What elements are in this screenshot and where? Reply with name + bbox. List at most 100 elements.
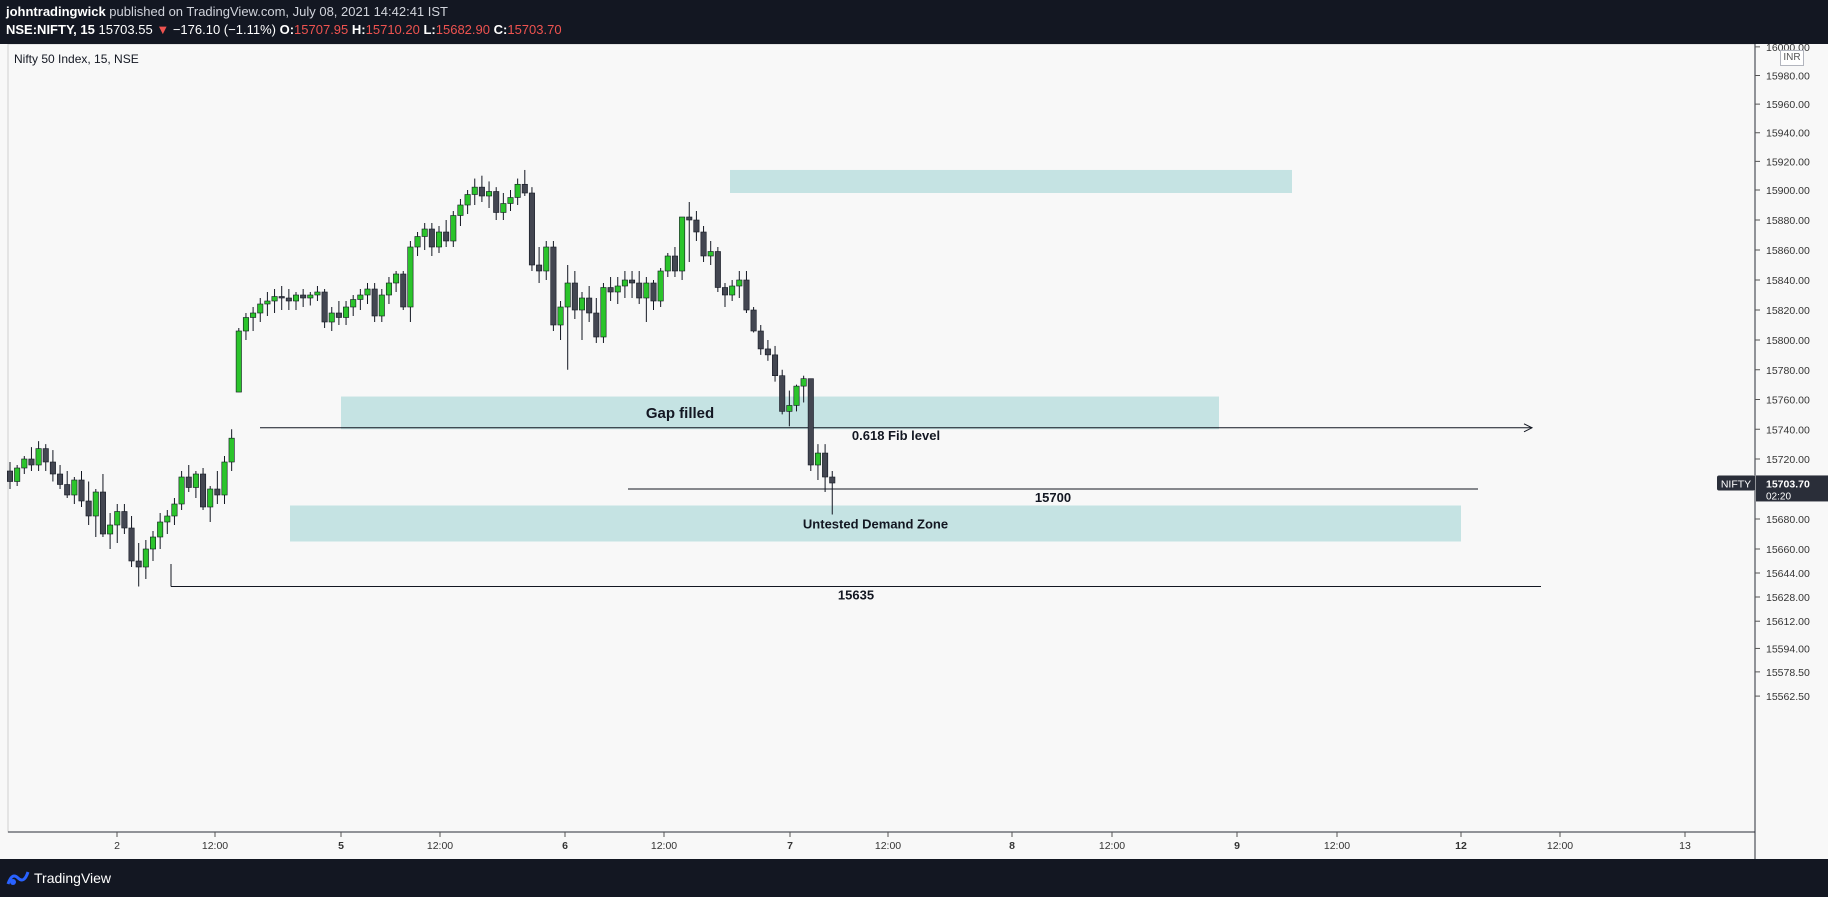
candle[interactable] [214,471,221,504]
candle[interactable] [14,465,21,486]
author-name[interactable]: johntradingwick [6,4,106,19]
candle[interactable] [400,271,407,310]
candle[interactable] [385,277,392,304]
candle[interactable] [142,540,149,579]
candle[interactable] [814,444,821,480]
candle[interactable] [528,187,535,271]
candle[interactable] [99,474,106,537]
candle[interactable] [607,277,614,301]
candle[interactable] [107,513,114,549]
candle[interactable] [335,301,342,325]
candle[interactable] [507,190,514,211]
candle[interactable] [822,444,829,492]
candle[interactable] [650,280,657,310]
candle[interactable] [321,289,328,328]
tradingview-brand[interactable]: TradingView [34,870,112,886]
candle[interactable] [571,271,578,319]
candle[interactable] [271,289,278,313]
tradingview-logo-icon[interactable] [6,868,30,888]
candle[interactable] [829,471,836,515]
candle[interactable] [586,286,593,322]
candle[interactable] [128,516,135,567]
candle[interactable] [621,271,628,298]
candle[interactable] [257,298,264,322]
currency-button[interactable]: INR [1780,50,1804,66]
candle[interactable] [7,462,14,489]
candle[interactable] [78,471,85,507]
candle[interactable] [171,498,178,525]
candle[interactable] [643,277,650,322]
candle[interactable] [471,178,478,205]
candle[interactable] [543,241,550,280]
candle[interactable] [157,513,164,549]
candle[interactable] [328,307,335,331]
candle[interactable] [700,226,707,262]
candle[interactable] [764,340,771,361]
candle[interactable] [264,292,271,316]
candle[interactable] [185,465,192,492]
candle[interactable] [135,543,142,587]
candle[interactable] [729,280,736,301]
candle[interactable] [614,277,621,304]
candle[interactable] [35,441,42,471]
candle[interactable] [357,289,364,310]
candle[interactable] [314,286,321,301]
candle[interactable] [514,178,521,205]
candle[interactable] [28,447,35,471]
candle[interactable] [221,456,228,504]
candle[interactable] [292,292,299,310]
candle[interactable] [364,283,371,304]
supply-zone[interactable] [730,169,1292,193]
candle[interactable] [714,247,721,292]
candle[interactable] [693,211,700,241]
candle[interactable] [629,271,636,298]
candle[interactable] [150,531,157,561]
candle[interactable] [300,289,307,307]
candle[interactable] [428,223,435,256]
candle[interactable] [772,345,779,382]
candle[interactable] [343,301,350,325]
candle[interactable] [736,271,743,298]
candle[interactable] [807,378,814,471]
candle[interactable] [486,181,493,208]
candle[interactable] [757,325,764,355]
candle[interactable] [550,241,557,331]
candle[interactable] [307,292,314,306]
candle[interactable] [228,429,235,471]
candle[interactable] [407,241,414,322]
candle[interactable] [71,477,78,504]
candle[interactable] [421,223,428,250]
candle[interactable] [793,384,800,412]
candle[interactable] [493,187,500,220]
candle[interactable] [686,202,693,262]
candle[interactable] [679,216,686,280]
candle[interactable] [779,369,786,415]
candle[interactable] [114,504,121,543]
candle[interactable] [464,190,471,214]
candle[interactable] [557,301,564,340]
candle[interactable] [450,211,457,247]
candle[interactable] [278,286,285,310]
candle[interactable] [721,283,728,307]
candle[interactable] [285,289,292,310]
candle[interactable] [457,199,464,226]
candle[interactable] [800,375,807,403]
candle[interactable] [593,298,600,343]
candle[interactable] [664,253,671,277]
candle[interactable] [92,489,99,537]
candle[interactable] [393,271,400,292]
candle[interactable] [435,226,442,253]
candle[interactable] [521,169,528,196]
candle[interactable] [578,292,585,340]
candle[interactable] [414,232,421,256]
candle[interactable] [235,328,242,393]
candle[interactable] [478,175,485,202]
candle[interactable] [443,220,450,247]
candle[interactable] [178,471,185,510]
candle[interactable] [378,289,385,322]
candle[interactable] [85,481,92,526]
candle[interactable] [600,283,607,343]
candle[interactable] [786,390,793,427]
candle[interactable] [64,471,71,498]
candle[interactable] [42,444,49,471]
